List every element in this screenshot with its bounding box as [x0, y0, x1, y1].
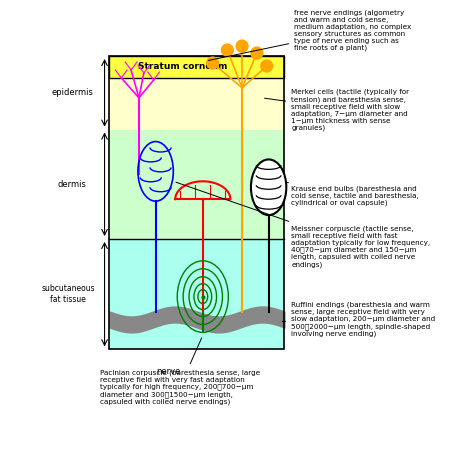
Bar — [109, 130, 284, 239]
Text: Pacinian corpuscle (baresthesia sense, large
receptive field with very fast adap: Pacinian corpuscle (baresthesia sense, l… — [100, 338, 260, 406]
Text: dermis: dermis — [58, 180, 87, 189]
Text: Ruffini endings (baresthesia and warm
sense, large receptive field with very
slo: Ruffini endings (baresthesia and warm se… — [282, 301, 436, 337]
Text: Krause end bulbs (baresthesia and
cold sense, tactile and baresthesia,
cylindric: Krause end bulbs (baresthesia and cold s… — [286, 182, 419, 206]
Circle shape — [221, 44, 233, 56]
Text: epidermis: epidermis — [51, 88, 93, 97]
Bar — [109, 239, 284, 349]
Circle shape — [207, 57, 219, 69]
Circle shape — [236, 40, 248, 52]
Text: nerve: nerve — [156, 367, 181, 376]
Text: Stratum corneum: Stratum corneum — [138, 63, 228, 71]
Bar — [109, 56, 284, 349]
Text: Merkel cells (tactile (typically for
tension) and baresthesia sense,
small recep: Merkel cells (tactile (typically for ten… — [264, 89, 410, 131]
Circle shape — [261, 60, 273, 72]
Text: subcutaneous
fat tissue: subcutaneous fat tissue — [41, 284, 95, 304]
Ellipse shape — [251, 159, 286, 215]
Text: Meissner corpuscle (tactile sense,
small receptive field with fast
adaptation ty: Meissner corpuscle (tactile sense, small… — [176, 182, 430, 268]
Text: free nerve endings (algometry
and warm and cold sense,
medium adaptation, no com: free nerve endings (algometry and warm a… — [209, 9, 411, 61]
Bar — [109, 56, 284, 78]
Circle shape — [251, 47, 263, 59]
Bar — [109, 78, 284, 130]
